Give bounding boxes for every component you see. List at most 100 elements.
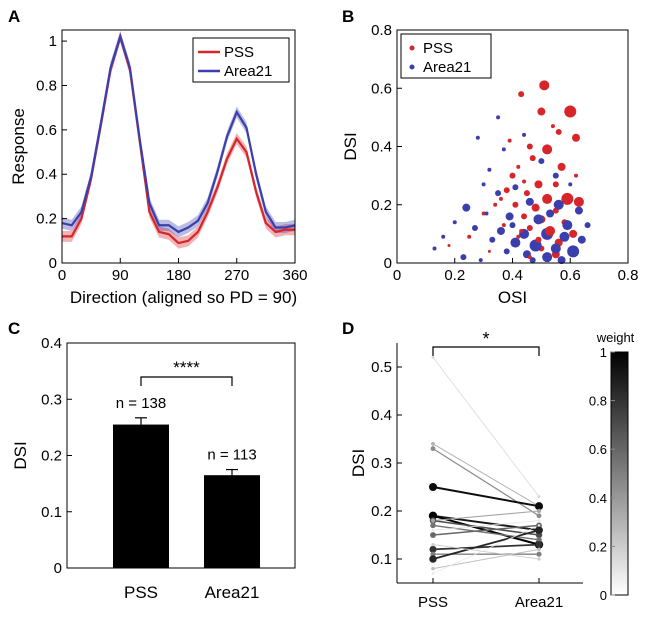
scatter-point-pss xyxy=(522,179,527,184)
panel-d-y-tick-label: 0.4 xyxy=(371,407,392,424)
panel-b-y-tick-label: 0.4 xyxy=(371,139,392,156)
scatter-point-pss xyxy=(564,105,577,118)
scatter-point-pss xyxy=(573,196,584,207)
scatter-point-area21 xyxy=(495,190,502,197)
panel-b-x-tick-label: 0.8 xyxy=(618,267,639,284)
panel-c-y-tick-label: 0.4 xyxy=(41,335,62,352)
panel-a-x-tick-label: 180 xyxy=(166,267,191,284)
scatter-point-pss xyxy=(526,225,533,232)
scatter-point-pss xyxy=(467,234,472,239)
scatter-point-area21 xyxy=(525,197,534,206)
panel-a-y-tick-label: 0.6 xyxy=(36,122,57,139)
scatter-point-area21 xyxy=(568,182,573,187)
panel-d-y-tick-label: 0.3 xyxy=(371,455,392,472)
pair-line xyxy=(432,529,540,560)
scatter-point-area21 xyxy=(577,235,586,244)
panel-a-x-label: Direction (aligned so PD = 90) xyxy=(70,288,297,307)
legend-label-area21: Area21 xyxy=(423,59,471,76)
pair-point-pss xyxy=(431,441,435,446)
panel-b-y-tick-label: 0.8 xyxy=(371,22,392,39)
scatter-point-pss xyxy=(561,192,574,205)
scatter-point-area21 xyxy=(460,254,467,261)
scatter-point-pss xyxy=(550,124,555,129)
panel-letter-b: B xyxy=(342,7,354,26)
pair-point-area21 xyxy=(537,547,541,552)
panel-a-tuning-curves: 0 90 180 270 360 0 0.2 0.4 0.6 0.8 1 Direction (ali… xyxy=(9,29,308,307)
scatter-point-pss xyxy=(534,180,543,189)
legend-label-pss: PSS xyxy=(423,40,453,57)
pair-point-pss xyxy=(429,545,437,553)
pair-point-pss xyxy=(431,542,435,547)
pair-point-pss xyxy=(431,528,435,532)
scatter-point-area21 xyxy=(546,209,555,218)
pair-line xyxy=(432,514,540,532)
panel-a-y-tick-label: 0.4 xyxy=(36,166,57,183)
scatter-point-area21 xyxy=(484,211,489,216)
significance-star: * xyxy=(482,329,489,349)
scatter-point-pss xyxy=(447,244,451,248)
scatter-point-pss xyxy=(501,223,506,228)
bar-pss xyxy=(113,424,169,568)
scatter-point-area21 xyxy=(533,214,544,225)
scatter-point-area21 xyxy=(481,182,486,187)
pair-line xyxy=(432,448,540,517)
panel-c-y-tick-label: 0.2 xyxy=(41,448,62,465)
pair-line xyxy=(432,543,540,551)
panel-a-y-label: Response xyxy=(9,108,28,185)
scatter-point-pss xyxy=(487,249,491,253)
scatter-point-area21 xyxy=(487,167,492,172)
panel-letter-d: D xyxy=(342,319,354,338)
scatter-point-pss xyxy=(493,202,498,207)
scatter-point-pss xyxy=(503,187,510,194)
panel-c-y-tick-label: 0.3 xyxy=(41,391,62,408)
colorbar-tick-label: 0.8 xyxy=(589,394,607,409)
panel-b-x-label: OSI xyxy=(498,288,527,307)
panel-d-y-tick-label: 0.2 xyxy=(371,503,392,520)
panel-b-x-tick-label: 0.6 xyxy=(560,267,581,284)
scatter-point-area21 xyxy=(567,245,580,258)
scatter-point-pss xyxy=(529,155,536,162)
scatter-point-area21 xyxy=(509,222,516,229)
scatter-point-pss xyxy=(523,190,530,197)
scatter-point-area21 xyxy=(512,184,519,191)
panel-a-y-tick-label: 0 xyxy=(49,255,57,272)
bar-area21 xyxy=(204,475,260,568)
category-label-pss: PSS xyxy=(124,583,158,602)
pair-point-pss xyxy=(430,551,436,557)
legend-marker-pss xyxy=(409,45,415,51)
pair-line xyxy=(432,520,540,531)
panel-b-legend xyxy=(400,33,492,79)
scatter-point-area21 xyxy=(538,158,545,165)
scatter-point-pss xyxy=(552,181,559,188)
panel-b-y-tick-label: 0.2 xyxy=(371,197,392,214)
panel-b-scatter: 0 0.2 0.4 0.6 0.8 0 0.2 0.4 0.6 0.8 OSI DSI PSS Area2… xyxy=(341,22,638,307)
scatter-point-area21 xyxy=(552,172,559,179)
scatter-point-pss xyxy=(526,143,533,150)
scatter-point-area21 xyxy=(489,236,496,243)
series-band-pss xyxy=(62,31,295,249)
colorbar-tick-label: 0 xyxy=(600,588,607,603)
pair-point-pss xyxy=(431,572,435,575)
panel-b-x-tick-label: 0.2 xyxy=(444,267,465,284)
scatter-point-area21 xyxy=(452,220,457,225)
scatter-point-area21 xyxy=(559,231,570,242)
colorbar-label: weight xyxy=(596,330,635,345)
scatter-point-pss xyxy=(531,203,540,212)
pair-line xyxy=(432,486,540,508)
pair-point-area21 xyxy=(534,502,544,511)
scatter-point-pss xyxy=(542,144,553,155)
pair-line xyxy=(432,510,540,522)
count-label-pss: n = 138 xyxy=(116,395,166,412)
panel-a-legend xyxy=(192,37,290,83)
category-label-area21: Area21 xyxy=(515,594,563,611)
scatter-point-area21 xyxy=(475,135,480,140)
pair-point-area21 xyxy=(535,541,543,549)
category-label-pss: PSS xyxy=(418,594,448,611)
scatter-point-pss xyxy=(569,229,578,238)
panel-letter-a: A xyxy=(8,7,20,26)
panel-d-y-tick-label: 0.5 xyxy=(371,359,392,376)
scatter-point-pss xyxy=(572,133,581,142)
pair-line xyxy=(432,524,540,536)
pair-point-area21 xyxy=(537,495,541,499)
